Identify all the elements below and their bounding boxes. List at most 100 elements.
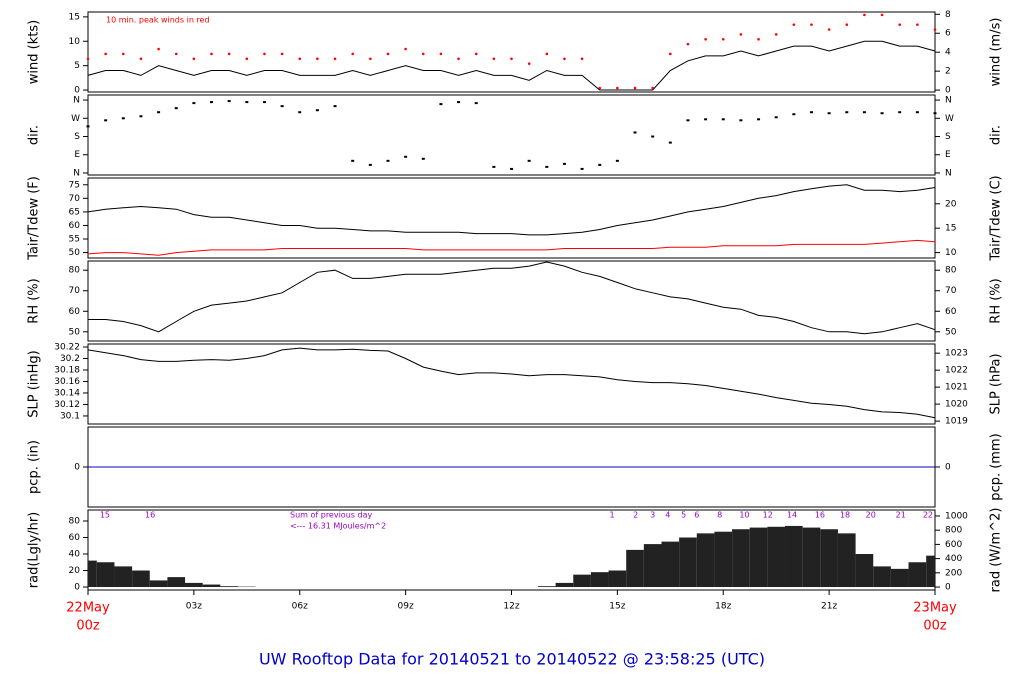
dir-point <box>262 101 266 104</box>
dir-point <box>351 159 355 162</box>
rad-bar <box>537 586 556 588</box>
peak-point <box>616 86 619 90</box>
y2-tick-label: 2 <box>945 67 951 77</box>
peak-point <box>845 23 849 26</box>
y-axis-label: dir. <box>27 125 42 145</box>
rad-bar <box>661 541 680 588</box>
peak-point <box>863 13 866 17</box>
peak-point <box>792 23 796 26</box>
hour-label: 21 <box>896 511 906 520</box>
y-axis-label: RH (%) <box>27 278 42 323</box>
peak-point <box>810 23 813 26</box>
x-tick-label: 03z <box>186 602 202 612</box>
y2-tick-label: 6 <box>945 29 951 39</box>
y2-axis-label: Tair/Tdew (C) <box>989 175 1004 261</box>
y2-tick-label: S <box>945 132 951 142</box>
dir-point <box>757 118 761 121</box>
peak-point <box>757 37 760 41</box>
y2-tick-label: N <box>945 96 952 106</box>
y2-tick-label: E <box>945 150 951 160</box>
peak-point <box>421 52 425 56</box>
y2-tick-label: 10 <box>945 248 957 258</box>
y-tick-label: 0 <box>74 463 80 473</box>
peak-point <box>598 86 602 90</box>
peak-point <box>369 57 372 61</box>
y2-tick-label: 1000 <box>945 511 968 521</box>
dir-point <box>157 111 161 114</box>
peak-point <box>474 52 478 56</box>
y2-tick-label: 70 <box>945 286 957 296</box>
hour-label: 14 <box>787 511 797 520</box>
dir-point <box>721 118 725 121</box>
y-tick-label: 65 <box>69 207 80 217</box>
y2-axis-label: RH (%) <box>989 278 1004 323</box>
dir-point <box>386 159 390 162</box>
dir-point <box>174 107 178 110</box>
peak-point <box>563 57 566 61</box>
hour-label: 15 <box>100 511 110 520</box>
dir-point <box>615 159 619 162</box>
peak-point <box>827 28 831 31</box>
rad-bar <box>643 544 662 588</box>
dir-point <box>915 111 919 114</box>
y2-axis-label: SLP (hPa) <box>989 353 1004 414</box>
y2-tick-label: 15 <box>945 224 956 234</box>
peak-point <box>245 57 249 61</box>
y-tick-label: 15 <box>69 12 80 22</box>
dir-point <box>227 100 231 103</box>
dir-point <box>280 105 284 108</box>
y2-tick-label: 800 <box>945 526 962 536</box>
rad-bar <box>88 560 97 588</box>
y-tick-label: W <box>71 114 80 124</box>
y-tick-label: 50 <box>69 327 81 337</box>
dir-point <box>510 167 513 170</box>
peak-point <box>686 42 690 46</box>
dir-point <box>439 103 443 106</box>
dir-point <box>739 119 743 122</box>
y-tick-label: S <box>74 132 80 142</box>
rad-bar <box>802 527 821 588</box>
peak-point <box>933 28 937 31</box>
rad-bar <box>714 531 733 588</box>
y-tick-label: E <box>74 150 80 160</box>
panel-frame <box>87 343 936 425</box>
dir-point <box>651 135 655 138</box>
hour-label: 20 <box>866 511 876 520</box>
hour-label: 1 <box>610 511 615 520</box>
series-line <box>88 261 936 335</box>
y-tick-label: 0 <box>74 583 80 593</box>
y2-tick-label: 8 <box>945 10 951 20</box>
dir-point <box>880 112 884 115</box>
panel-frame <box>87 11 936 93</box>
peak-point <box>916 23 919 26</box>
y2-tick-label: 20 <box>945 199 957 209</box>
y-tick-label: 30.18 <box>54 365 80 375</box>
y-tick-label: 10 <box>69 37 81 47</box>
y2-tick-label: 60 <box>945 307 957 317</box>
annotation: <--- 16.31 MJoules/m^2 <box>290 522 386 531</box>
y-axis-label: rad(Lgly/hr) <box>27 512 42 588</box>
dir-point <box>598 163 602 166</box>
dir-point <box>933 112 937 115</box>
peak-point <box>880 13 884 17</box>
y-tick-label: 5 <box>74 61 80 71</box>
rad-bar <box>608 570 627 588</box>
rad-bar <box>149 580 168 588</box>
peak-point <box>492 57 496 61</box>
y-tick-label: 55 <box>69 235 80 245</box>
dir-point <box>792 113 796 116</box>
hour-label: 18 <box>840 511 850 520</box>
dir-point <box>827 112 831 115</box>
hour-label: 22 <box>923 511 933 520</box>
dir-point <box>315 109 319 112</box>
peak-point <box>704 37 707 41</box>
rad-bar <box>220 586 238 588</box>
peak-point <box>210 52 213 56</box>
rad-bar <box>114 566 133 588</box>
rad-bar <box>573 574 591 588</box>
page-title: UW Rooftop Data for 20140521 to 20140522… <box>259 650 765 669</box>
y2-tick-label: 4 <box>945 48 951 58</box>
y-tick-label: 30.16 <box>54 377 80 387</box>
peak-point <box>157 47 160 51</box>
